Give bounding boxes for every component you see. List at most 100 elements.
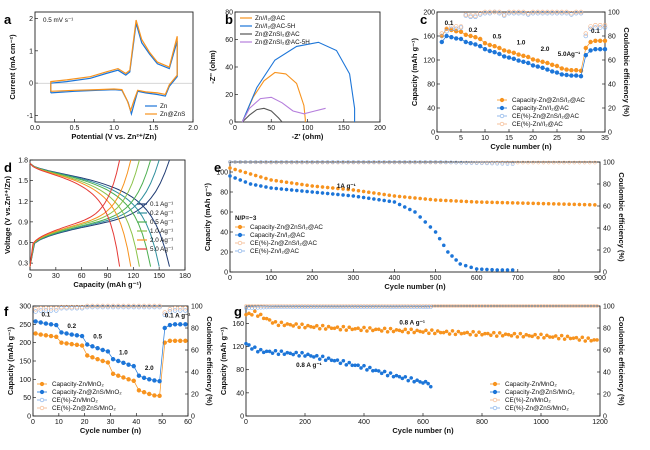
data-point-g bbox=[373, 368, 378, 373]
data-point-c bbox=[458, 29, 464, 34]
data-point-g bbox=[385, 329, 390, 334]
data-point-c bbox=[588, 48, 593, 53]
y2-tick-label-e: 0 bbox=[603, 270, 607, 277]
data-point-f bbox=[131, 378, 136, 383]
data-point-c bbox=[482, 9, 488, 15]
data-point-e bbox=[361, 160, 366, 164]
data-point-g bbox=[291, 352, 296, 357]
x-tick-label-g: 200 bbox=[299, 419, 311, 426]
y-tick-label-d: 1.2 bbox=[18, 199, 28, 206]
x-tick-label-f: 0 bbox=[31, 419, 35, 426]
data-point-e bbox=[526, 160, 530, 165]
data-point-e bbox=[289, 181, 294, 185]
data-point-f bbox=[95, 356, 100, 362]
data-point-g bbox=[303, 354, 307, 358]
data-point-g bbox=[300, 350, 304, 355]
y2-tick-label-f: 100 bbox=[191, 304, 203, 311]
y2-tick-label-c: 0 bbox=[608, 130, 612, 137]
data-point-c bbox=[454, 26, 459, 31]
data-point-e bbox=[233, 167, 237, 172]
data-point-f bbox=[100, 303, 105, 309]
discharge-curve bbox=[29, 162, 170, 267]
data-point-g bbox=[486, 331, 490, 336]
data-point-e bbox=[346, 187, 351, 192]
data-point-g bbox=[362, 363, 366, 368]
data-point-g bbox=[409, 376, 414, 380]
data-point-c bbox=[569, 73, 574, 78]
data-point-e bbox=[387, 193, 392, 198]
data-point-c bbox=[559, 9, 564, 15]
data-point-f bbox=[43, 306, 49, 311]
data-point-e bbox=[443, 160, 448, 165]
y-tick-label-f: 250 bbox=[19, 322, 31, 329]
data-point-g bbox=[303, 325, 307, 330]
data-point-f bbox=[172, 308, 178, 313]
data-point-g bbox=[518, 304, 523, 308]
data-point-e bbox=[305, 189, 309, 194]
data-point-f bbox=[38, 308, 43, 313]
data-point-c bbox=[506, 11, 512, 16]
panel-a: a 0.0 0.5 1.0 1.5 2.0 -1 0 1 2 Potential (V vs. Zn… bbox=[4, 11, 198, 141]
data-point-f bbox=[90, 303, 95, 309]
panel-b: b 0 50 100 150 200 0 20 40 60 80 -Z' (ohm) -Z'' (ohm… bbox=[208, 10, 386, 142]
data-point-g bbox=[415, 378, 419, 383]
data-point-g bbox=[465, 330, 470, 335]
data-point-c bbox=[502, 12, 507, 17]
data-point-c bbox=[564, 9, 569, 15]
y-axis-label-a: Current (mA cm⁻²) bbox=[8, 34, 17, 100]
x-tick-label-a: 0.5 bbox=[70, 125, 80, 132]
data-point-f bbox=[110, 371, 116, 377]
data-point-e bbox=[233, 176, 237, 180]
data-point-f bbox=[90, 344, 95, 349]
data-point-e bbox=[387, 199, 392, 204]
data-point-g bbox=[317, 326, 322, 331]
y-tick-label-d: 0.6 bbox=[18, 240, 28, 247]
data-point-g bbox=[270, 351, 275, 356]
data-point-c bbox=[588, 24, 593, 29]
data-point-g bbox=[592, 304, 596, 308]
data-point-e bbox=[450, 254, 454, 258]
x-tick-label-c: 5 bbox=[459, 135, 463, 142]
data-point-g bbox=[285, 350, 290, 355]
data-point-f bbox=[131, 363, 136, 369]
data-point-c bbox=[439, 39, 444, 45]
data-point-e bbox=[582, 202, 587, 207]
data-point-g bbox=[471, 329, 475, 334]
data-point-c bbox=[540, 9, 545, 15]
data-point-c bbox=[482, 40, 488, 46]
y2-tick-label-f: 60 bbox=[191, 348, 199, 355]
data-point-g bbox=[323, 358, 328, 363]
legend-marker-c bbox=[499, 121, 505, 127]
data-point-e bbox=[305, 160, 309, 164]
data-point-g bbox=[494, 334, 499, 338]
data-point-e bbox=[446, 250, 450, 254]
cv-curve-znzns bbox=[50, 19, 178, 113]
data-point-e bbox=[490, 160, 494, 165]
data-point-c bbox=[554, 70, 560, 75]
data-point-e bbox=[515, 160, 520, 165]
data-point-g bbox=[306, 305, 310, 309]
data-point-e bbox=[541, 201, 546, 206]
data-point-e bbox=[325, 185, 330, 190]
y2-tick-label-g: 60 bbox=[603, 348, 611, 355]
rate-label-c: 2.0 bbox=[541, 46, 550, 53]
data-point-g bbox=[562, 337, 567, 341]
data-point-g bbox=[347, 325, 352, 330]
data-point-g bbox=[500, 333, 505, 338]
data-point-c bbox=[458, 24, 464, 29]
data-point-g bbox=[279, 320, 284, 325]
y-tick-label-f: 0 bbox=[27, 414, 31, 421]
y2-tick-label-c: 40 bbox=[608, 82, 616, 89]
x-tick-label-f: 40 bbox=[132, 419, 140, 426]
legend-marker-e bbox=[237, 240, 243, 246]
data-point-e bbox=[377, 197, 381, 202]
panel-e: e0 100 200 300 400 500 600 700 800 90002040608010… bbox=[203, 160, 626, 292]
data-point-e bbox=[469, 199, 474, 204]
data-point-g bbox=[385, 373, 390, 378]
data-point-g bbox=[335, 358, 340, 362]
data-point-g bbox=[371, 368, 375, 373]
data-point-f bbox=[152, 393, 157, 398]
data-point-f bbox=[105, 360, 111, 365]
data-point-g bbox=[468, 332, 473, 337]
